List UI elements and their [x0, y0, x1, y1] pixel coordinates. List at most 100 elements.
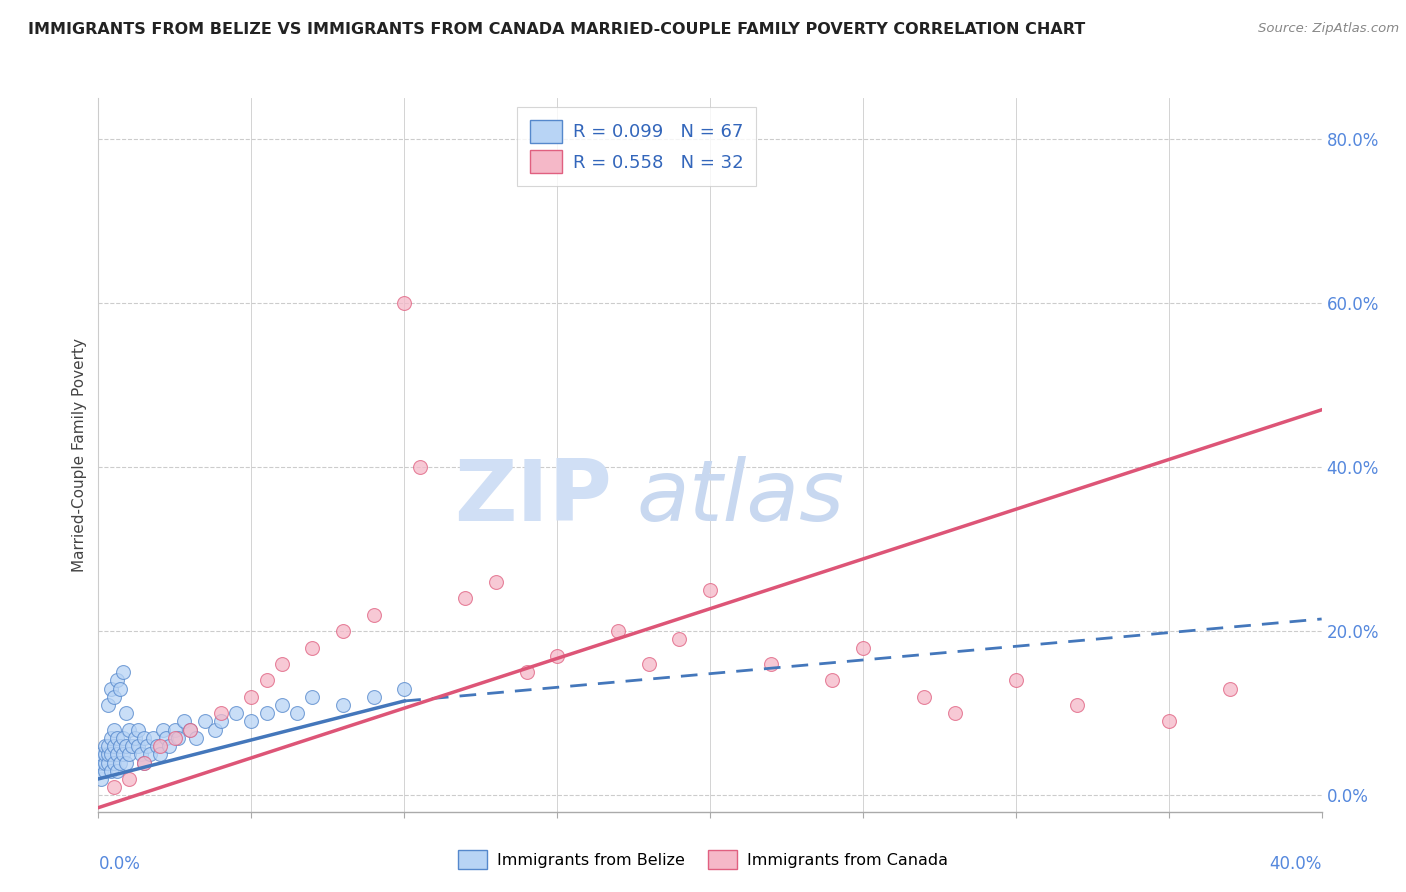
Point	[1066, 698, 1088, 712]
Point	[821, 673, 844, 688]
Point	[179, 723, 201, 737]
Point	[90, 747, 112, 762]
Point	[204, 723, 226, 737]
Text: Source: ZipAtlas.com: Source: ZipAtlas.com	[1258, 22, 1399, 36]
Point	[163, 723, 186, 737]
Point	[136, 739, 159, 753]
Point	[1157, 714, 1180, 729]
Legend: R = 0.099   N = 67, R = 0.558   N = 32: R = 0.099 N = 67, R = 0.558 N = 32	[517, 107, 756, 186]
Point	[134, 756, 156, 770]
Point	[209, 706, 232, 721]
Point	[90, 756, 112, 770]
Point	[105, 731, 128, 745]
Point	[485, 575, 508, 590]
Point	[194, 714, 217, 729]
Point	[97, 739, 120, 753]
Point	[111, 731, 134, 745]
Point	[97, 756, 120, 770]
Point	[90, 764, 112, 778]
Text: atlas: atlas	[637, 456, 845, 540]
Point	[108, 756, 131, 770]
Point	[699, 583, 721, 598]
Point	[240, 714, 263, 729]
Point	[100, 747, 122, 762]
Point	[115, 706, 138, 721]
Point	[363, 690, 385, 704]
Point	[516, 665, 538, 680]
Point	[103, 739, 125, 753]
Point	[852, 640, 875, 655]
Point	[1219, 681, 1241, 696]
Point	[103, 780, 125, 794]
Point	[93, 747, 115, 762]
Text: 40.0%: 40.0%	[1270, 855, 1322, 872]
Point	[256, 673, 278, 688]
Legend: Immigrants from Belize, Immigrants from Canada: Immigrants from Belize, Immigrants from …	[451, 844, 955, 875]
Point	[240, 690, 263, 704]
Point	[115, 756, 138, 770]
Point	[90, 772, 112, 786]
Point	[186, 731, 208, 745]
Point	[118, 747, 141, 762]
Point	[103, 690, 125, 704]
Point	[332, 624, 354, 639]
Point	[270, 657, 292, 671]
Point	[100, 764, 122, 778]
Point	[152, 723, 174, 737]
Point	[121, 739, 143, 753]
Text: ZIP: ZIP	[454, 456, 612, 540]
Point	[115, 739, 138, 753]
Point	[127, 739, 149, 753]
Text: 0.0%: 0.0%	[98, 855, 141, 872]
Point	[225, 706, 247, 721]
Point	[142, 731, 165, 745]
Point	[270, 698, 292, 712]
Point	[127, 723, 149, 737]
Point	[118, 723, 141, 737]
Point	[209, 714, 232, 729]
Point	[149, 747, 172, 762]
Point	[759, 657, 782, 671]
Point	[607, 624, 630, 639]
Point	[129, 747, 152, 762]
Point	[332, 698, 354, 712]
Point	[363, 607, 385, 622]
Point	[256, 706, 278, 721]
Text: IMMIGRANTS FROM BELIZE VS IMMIGRANTS FROM CANADA MARRIED-COUPLE FAMILY POVERTY C: IMMIGRANTS FROM BELIZE VS IMMIGRANTS FRO…	[28, 22, 1085, 37]
Point	[637, 657, 661, 671]
Point	[100, 681, 122, 696]
Point	[100, 731, 122, 745]
Point	[105, 764, 128, 778]
Point	[149, 739, 172, 753]
Point	[155, 731, 177, 745]
Point	[392, 296, 416, 310]
Point	[103, 723, 125, 737]
Y-axis label: Married-Couple Family Poverty: Married-Couple Family Poverty	[72, 338, 87, 572]
Point	[668, 632, 690, 647]
Point	[103, 756, 125, 770]
Point	[408, 460, 430, 475]
Point	[454, 591, 477, 606]
Point	[167, 731, 190, 745]
Point	[134, 731, 156, 745]
Point	[93, 756, 115, 770]
Point	[105, 747, 128, 762]
Point	[108, 739, 131, 753]
Point	[157, 739, 180, 753]
Point	[124, 731, 146, 745]
Point	[301, 640, 323, 655]
Point	[97, 698, 120, 712]
Point	[912, 690, 935, 704]
Point	[301, 690, 323, 704]
Point	[97, 747, 120, 762]
Point	[93, 764, 115, 778]
Point	[118, 772, 141, 786]
Point	[163, 731, 186, 745]
Point	[105, 673, 128, 688]
Point	[943, 706, 966, 721]
Point	[179, 723, 201, 737]
Point	[546, 648, 568, 663]
Point	[108, 681, 131, 696]
Point	[392, 681, 416, 696]
Point	[111, 665, 134, 680]
